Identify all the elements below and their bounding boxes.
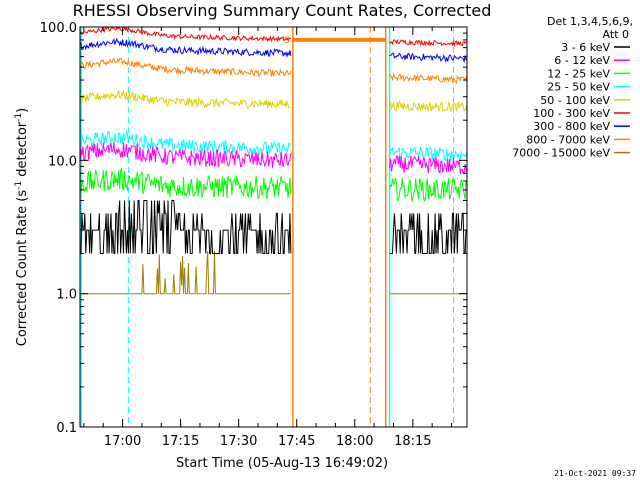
x-tick-label: 17:45 — [278, 434, 315, 449]
legend-label: 6 - 12 keV — [554, 54, 610, 67]
legend-label: 3 - 6 keV — [561, 41, 610, 54]
series-segment-1 — [389, 146, 468, 162]
y-tick-label: 100.0 — [40, 21, 77, 36]
series-segment-0 — [80, 200, 292, 254]
series-6to12keV — [79, 142, 468, 175]
series-segment-1 — [389, 212, 467, 254]
series-segment-0 — [79, 129, 292, 157]
series-300to800keV — [79, 37, 468, 64]
chart-title: RHESSI Observing Summary Count Rates, Co… — [73, 1, 492, 20]
series-12to25keV — [79, 167, 468, 203]
series-3to6keV — [80, 200, 467, 254]
x-tick-label: 18:15 — [394, 434, 431, 449]
x-tick-label: 18:00 — [336, 434, 373, 449]
legend-label: 25 - 50 keV — [547, 81, 610, 94]
y-tick-label: 1.0 — [56, 288, 77, 303]
x-axis: 17:00 17:15 17:30 17:45 18:00 18:15 — [83, 27, 453, 449]
timestamp: 21-Oct-2021 09:37 — [554, 469, 636, 478]
series-segment-1 — [389, 100, 468, 113]
series-segment-1 — [389, 155, 468, 175]
series-100to300keV — [79, 25, 468, 48]
series-segment-0 — [79, 142, 292, 168]
legend-header-line1: Det 1,3,4,5,6,9, — [547, 15, 633, 28]
series-segment-1 — [389, 52, 468, 64]
plot-area: S — [79, 25, 468, 427]
series-800to7000keV — [79, 57, 468, 85]
legend-label: 7000 - 15000 keV — [512, 147, 610, 160]
legend-label: 800 - 7000 keV — [526, 133, 610, 146]
series-segment-1 — [389, 38, 468, 48]
legend-label: 100 - 300 keV — [533, 107, 610, 120]
legend-label: 300 - 800 keV — [533, 120, 610, 133]
series-7000to15000keV — [80, 250, 467, 295]
y-axis-label: Corrected Count Rate (s-1 detector-1) — [14, 108, 30, 346]
series-segment-0 — [79, 90, 292, 109]
y-axis: 100.0 10.0 1.0 0.1 — [40, 21, 467, 436]
series-segment-0 — [79, 37, 292, 58]
series-25to50keV — [79, 129, 468, 162]
series-segment-1 — [389, 177, 468, 203]
plot-frame — [79, 26, 468, 428]
x-axis-label: Start Time (05-Aug-13 16:49:02) — [176, 456, 388, 471]
y-tick-label: 10.0 — [48, 154, 77, 169]
y-tick-label: 0.1 — [56, 421, 77, 436]
series-segment-0 — [79, 167, 292, 200]
x-tick-label: 17:00 — [104, 434, 141, 449]
series-segment-0 — [79, 57, 292, 78]
series-50to100keV — [79, 90, 468, 113]
x-tick-label: 17:30 — [220, 434, 257, 449]
x-tick-label: 17:15 — [162, 434, 199, 449]
series-segment-0 — [79, 25, 292, 43]
series-segment-0 — [80, 250, 291, 295]
legend-label: 50 - 100 keV — [540, 94, 610, 107]
saa-flag-label: S — [284, 36, 290, 46]
legend-label: 12 - 25 keV — [547, 67, 610, 80]
legend-header-line2: Att 0 — [603, 28, 629, 41]
series-segment-1 — [389, 72, 468, 85]
